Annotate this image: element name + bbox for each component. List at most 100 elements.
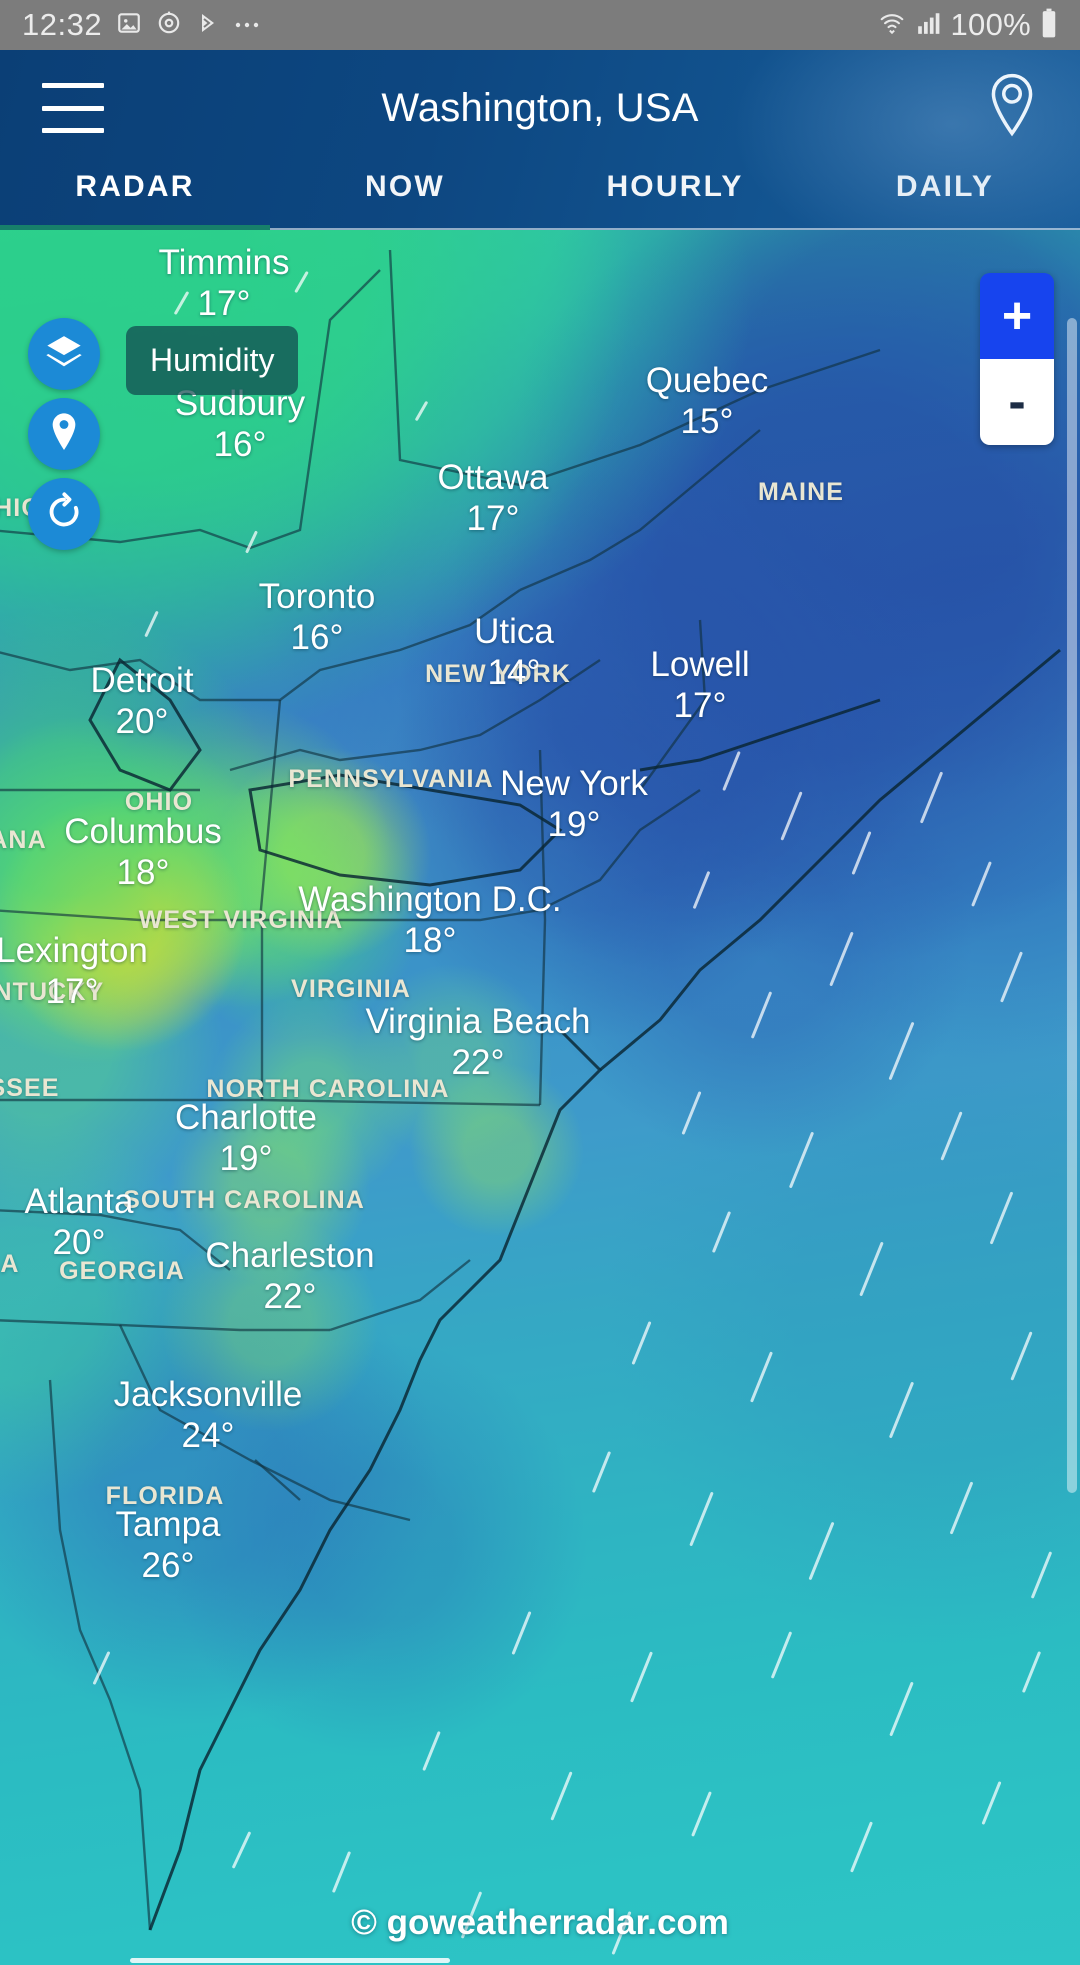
city-label: Atlanta 20° (25, 1181, 134, 1264)
city-temp: 16° (290, 618, 344, 658)
city-label: Columbus 18° (64, 811, 222, 894)
battery-percent-label: 100% (950, 7, 1031, 42)
zoom-in-button[interactable]: + (980, 273, 1054, 359)
more-icon (234, 16, 264, 34)
layers-button[interactable] (28, 318, 100, 390)
city-temp: 17° (197, 284, 251, 324)
city-temp: 19° (547, 805, 601, 845)
city-temp: 16° (213, 425, 267, 465)
city-label: Charlotte 19° (175, 1097, 317, 1180)
city-name: Detroit (90, 661, 194, 700)
city-label: Tampa 26° (115, 1504, 220, 1587)
zoom-out-button[interactable]: - (980, 359, 1054, 445)
play-icon (196, 10, 220, 41)
city-label: Virginia Beach 22° (365, 1001, 590, 1084)
city-label: Quebec 15° (646, 360, 769, 443)
main-tabs: RADAR NOW HOURLY DAILY (0, 166, 1080, 230)
active-layer-chip[interactable]: Humidity (126, 326, 299, 395)
tab-daily[interactable]: DAILY (895, 170, 995, 203)
city-temp: 17° (673, 686, 727, 726)
location-pin-icon[interactable] (986, 73, 1038, 144)
tab-now[interactable]: NOW (365, 170, 445, 203)
app-header: Washington, USA RADAR NOW HOURLY DAILY (0, 50, 1080, 230)
state-label: NEW YORK (425, 660, 571, 688)
map-scrollbar[interactable] (1067, 318, 1077, 1493)
state-label: OHIO (124, 788, 194, 816)
zoom-controls: + - (980, 273, 1054, 445)
city-label: Sudbury 16° (175, 383, 305, 466)
state-label: PENNSYLVANIA (288, 765, 494, 793)
city-temp: 20° (115, 702, 169, 742)
city-label: Charleston 22° (205, 1235, 374, 1318)
city-name: New York (500, 764, 648, 803)
city-label: Timmins 17° (159, 242, 290, 325)
city-temp: 18° (403, 921, 457, 961)
header-top-row: Washington, USA (0, 50, 1080, 166)
city-label: Toronto 16° (259, 576, 376, 659)
refresh-button[interactable] (28, 478, 100, 550)
state-label: VIRGINIA (291, 975, 411, 1003)
city-label: Lexington 17° (0, 930, 148, 1013)
city-name: Charleston (205, 1236, 375, 1275)
battery-icon (1040, 8, 1058, 43)
refresh-icon (44, 491, 84, 537)
state-label: ENTUCKY (0, 978, 105, 1006)
state-label: A (0, 1250, 20, 1278)
city-name: Lowell (650, 645, 750, 684)
city-name: Quebec (645, 361, 769, 400)
city-name: Toronto (258, 577, 376, 616)
my-location-button[interactable] (28, 398, 100, 470)
city-temp: 20° (52, 1223, 106, 1263)
state-label: WEST VIRGINIA (138, 906, 344, 934)
tab-rail (0, 228, 1080, 230)
status-bar-clock: 12:32 (22, 7, 103, 42)
city-name: Washington D.C. (298, 880, 562, 919)
image-icon (116, 10, 142, 41)
city-label: Washington D.C. 18° (298, 879, 561, 962)
city-temp: 18° (116, 853, 170, 893)
city-label: Jacksonville 24° (114, 1374, 303, 1457)
city-temp: 22° (263, 1277, 317, 1317)
city-name: Atlanta (24, 1182, 134, 1221)
city-temp: 14° (487, 653, 541, 693)
state-label: NORTH CAROLINA (206, 1075, 450, 1103)
active-tab-indicator (0, 225, 270, 230)
state-label: ANA (0, 826, 47, 854)
city-label: Ottawa 17° (438, 457, 549, 540)
city-temp: 15° (680, 402, 734, 442)
status-bar-left: 12:32 (22, 7, 264, 43)
city-temp: 19° (219, 1139, 273, 1179)
signal-icon (916, 10, 942, 41)
state-label: FLORIDA (105, 1482, 225, 1510)
tab-hourly[interactable]: HOURLY (606, 170, 744, 203)
city-name: Virginia Beach (365, 1002, 591, 1041)
city-name: Jacksonville (113, 1375, 303, 1414)
city-name: Charlotte (174, 1098, 318, 1137)
city-temp: 22° (451, 1043, 505, 1083)
hamburger-menu-icon[interactable] (42, 83, 104, 133)
city-label: Utica 14° (474, 611, 554, 694)
city-label: Lowell 17° (650, 644, 749, 727)
tab-radar[interactable]: RADAR (75, 170, 195, 203)
alarm-icon (156, 10, 182, 41)
city-name: Columbus (64, 812, 222, 851)
location-pin-icon (47, 412, 81, 457)
layers-icon (44, 332, 84, 377)
city-label: Detroit 20° (90, 660, 193, 743)
city-name: Utica (474, 612, 554, 651)
city-name: Tampa (115, 1505, 221, 1544)
status-bar-right: 100% (877, 7, 1059, 43)
city-name: Lexington (0, 931, 148, 970)
state-label: SSEE (0, 1074, 60, 1102)
state-label: MAINE (757, 478, 845, 506)
city-temp: 17° (466, 499, 520, 539)
page-title: Washington, USA (381, 85, 699, 130)
city-temp: 17° (45, 972, 99, 1012)
radar-map[interactable]: MAINE HIG NEW YORK PENNSYLVANIA OHIO ANA… (0, 230, 1080, 1965)
map-watermark: © goweatherradar.com (351, 1903, 729, 1942)
city-temp: 26° (141, 1546, 195, 1586)
wifi-icon (877, 10, 907, 41)
city-label: New York 19° (500, 763, 648, 846)
state-label: GEORGIA (59, 1257, 185, 1285)
